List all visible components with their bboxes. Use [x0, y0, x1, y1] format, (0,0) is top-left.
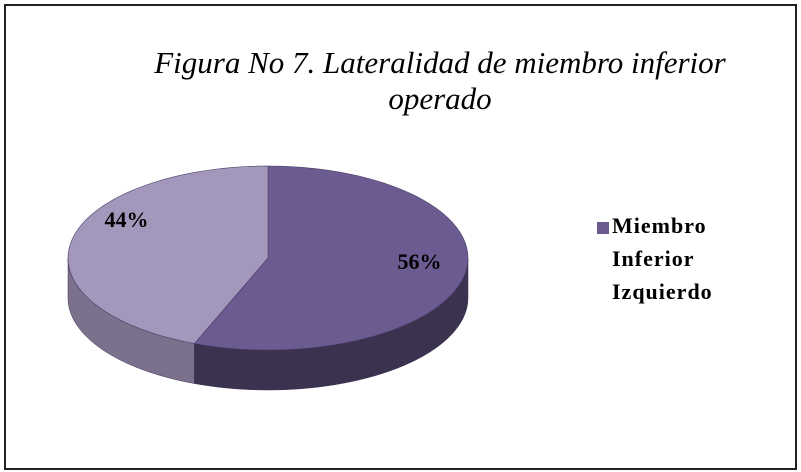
legend-swatch [597, 222, 609, 234]
pie-slice [193, 165, 469, 351]
chart-title: Figura No 7. Lateralidad de miembro infe… [154, 45, 726, 116]
data-label: 44% [105, 207, 149, 232]
chart-border [4, 4, 797, 470]
data-label: 56% [397, 249, 441, 274]
pie-slice [67, 165, 269, 344]
legend-label: Miembro Inferior Izquierdo [612, 213, 713, 304]
